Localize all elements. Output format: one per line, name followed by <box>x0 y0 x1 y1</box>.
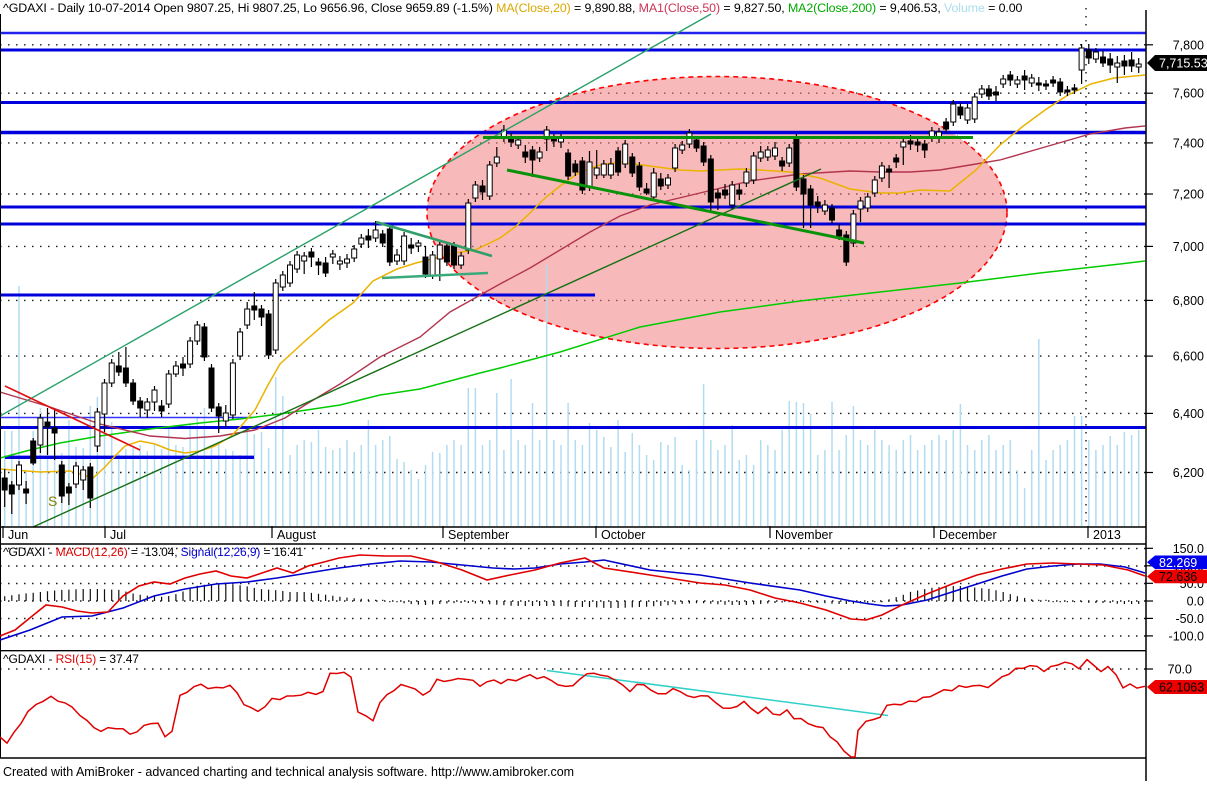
svg-text:6,800: 6,800 <box>1173 294 1204 308</box>
svg-text:-50.0: -50.0 <box>1176 612 1205 626</box>
svg-text:Jun: Jun <box>8 528 28 542</box>
svg-text:6,600: 6,600 <box>1173 350 1204 364</box>
svg-text:November: November <box>775 528 833 542</box>
svg-text:S: S <box>48 493 57 509</box>
svg-text:October: October <box>601 528 645 542</box>
svg-text:Jul: Jul <box>110 528 126 542</box>
svg-text:December: December <box>939 528 997 542</box>
svg-text:Created with AmiBroker - advan: Created with AmiBroker - advanced charti… <box>3 765 574 779</box>
svg-text:7,715.53: 7,715.53 <box>1159 57 1207 71</box>
svg-text:150.0: 150.0 <box>1173 542 1204 556</box>
svg-text:^GDAXI - Daily 10-07-2014 Open: ^GDAXI - Daily 10-07-2014 Open 9807.25, … <box>3 1 1023 15</box>
svg-text:82.269: 82.269 <box>1159 556 1197 570</box>
svg-text:62.1063: 62.1063 <box>1159 681 1204 695</box>
svg-text:7,400: 7,400 <box>1173 136 1204 150</box>
svg-text:August: August <box>277 528 316 542</box>
svg-text:6,200: 6,200 <box>1173 466 1204 480</box>
svg-text:^GDAXI - MACD(12,26) = -13.04,: ^GDAXI - MACD(12,26) = -13.04, Signal(12… <box>3 545 303 559</box>
svg-text:7,000: 7,000 <box>1173 240 1204 254</box>
svg-text:2013: 2013 <box>1093 528 1121 542</box>
svg-text:7,800: 7,800 <box>1173 38 1204 52</box>
svg-text:70.0: 70.0 <box>1168 663 1192 677</box>
svg-text:0.0: 0.0 <box>1187 595 1204 609</box>
svg-text:7,600: 7,600 <box>1173 87 1204 101</box>
svg-text:7,200: 7,200 <box>1173 188 1204 202</box>
svg-text:^GDAXI - RSI(15) = 37.47: ^GDAXI - RSI(15) = 37.47 <box>3 652 139 666</box>
svg-text:-100.0: -100.0 <box>1169 629 1204 643</box>
svg-text:September: September <box>448 528 509 542</box>
svg-text:6,400: 6,400 <box>1173 407 1204 421</box>
svg-text:72.636: 72.636 <box>1159 570 1197 584</box>
